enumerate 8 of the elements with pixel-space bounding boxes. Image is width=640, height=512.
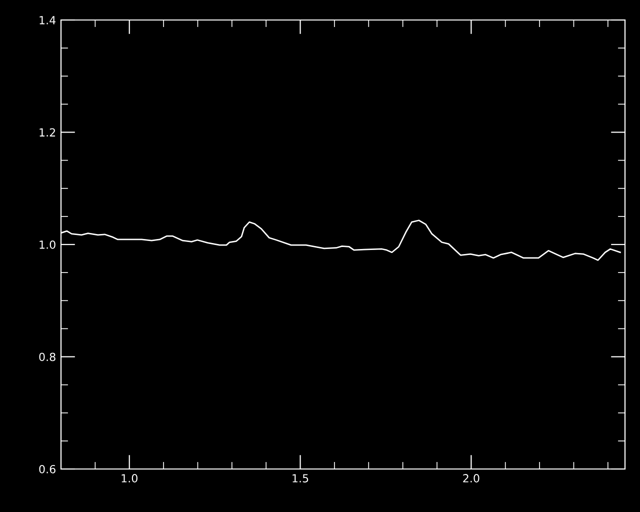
y-tick-label: 1.2	[40, 128, 56, 136]
x-tick-label: 2.0	[463, 474, 480, 482]
y-tick-label: 0.6	[39, 464, 56, 474]
x-tick-label: 1.5	[292, 474, 308, 482]
y-tick-label: 1.4	[40, 16, 56, 24]
y-tick-label: 0.8	[39, 352, 56, 362]
y-tick-label: 1.0	[40, 240, 56, 249]
x-tick-label: 1.0	[122, 474, 138, 482]
